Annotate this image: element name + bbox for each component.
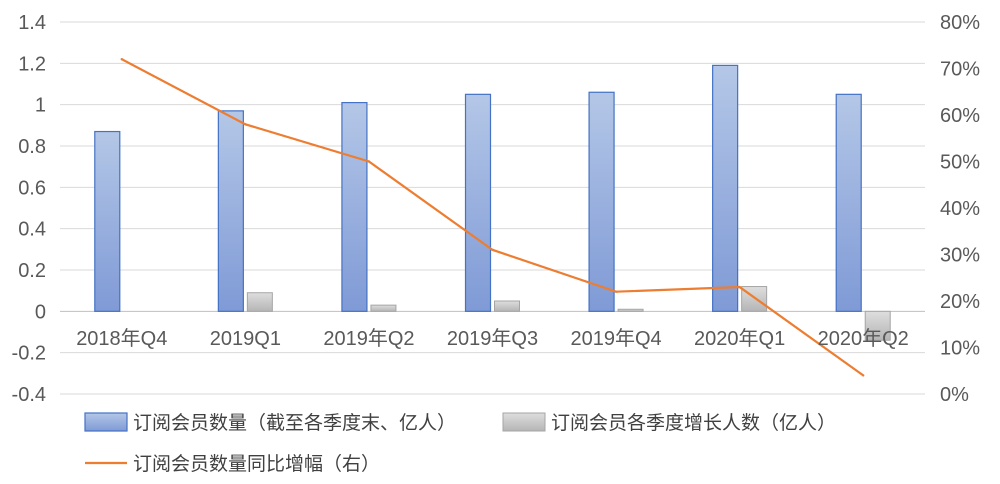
y-left-tick-label: 0.6 [18, 177, 46, 199]
y-left-tick-label: -0.2 [12, 343, 46, 365]
y-left-tick-label: 0.2 [18, 260, 46, 282]
x-tick-label: 2019Q1 [210, 328, 281, 350]
bars [94, 64, 891, 341]
y-left-tick-label: 0.4 [18, 219, 46, 241]
x-tick-label: 2019年Q4 [570, 327, 661, 350]
bar-quarterly-growth [617, 308, 644, 312]
bar-member-count [94, 130, 121, 312]
line-point [244, 123, 247, 126]
bar-member-count [588, 91, 615, 312]
legend-label: 订阅会员各季度增长人数（亿人） [551, 412, 836, 434]
legend-label: 订阅会员数量同比增幅（右） [133, 453, 380, 475]
y-right-tick-label: 40% [940, 198, 980, 220]
y-left-tick-label: 0.8 [18, 136, 46, 158]
x-tick-label: 2018年Q4 [76, 327, 167, 350]
bar-member-count [712, 64, 739, 312]
legend-item-quarterly-growth: 订阅会员各季度增长人数（亿人） [502, 412, 836, 434]
bar-member-count [835, 93, 862, 312]
y-right-tick-label: 10% [940, 338, 980, 360]
line-point [862, 374, 865, 377]
legend-label: 订阅会员数量（截至各季度末、亿人） [133, 412, 456, 434]
line-point [120, 58, 123, 61]
line-point [367, 160, 371, 163]
bar-member-count [217, 110, 244, 312]
legend-item-member-count: 订阅会员数量（截至各季度末、亿人） [84, 412, 456, 434]
bar-quarterly-growth [246, 292, 273, 312]
legend-swatch [502, 412, 546, 432]
x-tick-label: 2019年Q3 [447, 327, 538, 350]
line-point [614, 290, 618, 293]
bar-quarterly-growth [864, 310, 891, 341]
legend: 订阅会员数量（截至各季度末、亿人） 订阅会员各季度增长人数（亿人） 订阅会员数量同比… [84, 412, 836, 475]
bar-quarterly-growth [370, 304, 397, 312]
line-point [491, 248, 494, 252]
gridlines [60, 21, 925, 395]
x-tick-label: 2020年Q1 [694, 327, 785, 350]
y-right-tick-label: 70% [940, 59, 980, 81]
y-right-tick-label: 20% [940, 291, 980, 313]
y-left-tick-label: 1.2 [18, 53, 46, 75]
x-tick-label: 2019年Q2 [323, 327, 414, 350]
tick-labels: 1.4 1.2 1 0.8 0.6 0.4 0.2 0 -0.2 -0.4 80% 70% 60% 50%… [12, 12, 981, 406]
y-right-tick-label: 80% [940, 12, 980, 34]
y-left-tick-label: 0 [35, 301, 46, 323]
y-left-tick-label: 1 [35, 95, 46, 117]
bar-member-count [464, 93, 492, 312]
bar-quarterly-growth [494, 300, 520, 312]
y-left-tick-label: -0.4 [12, 384, 46, 406]
line-point [738, 285, 741, 289]
y-right-tick-label: 30% [940, 245, 980, 267]
legend-item-yoy-growth: 订阅会员数量同比增幅（右） [85, 453, 380, 475]
y-left-tick-label: 1.4 [18, 12, 46, 34]
y-right-tick-label: 60% [940, 105, 980, 127]
bar-member-count [341, 101, 368, 312]
y-right-tick-label: 0% [940, 384, 969, 406]
line-series [120, 58, 865, 377]
legend-swatch [84, 412, 128, 432]
y-right-tick-label: 50% [940, 152, 980, 174]
x-tick-label: 2020年Q2 [818, 327, 909, 350]
